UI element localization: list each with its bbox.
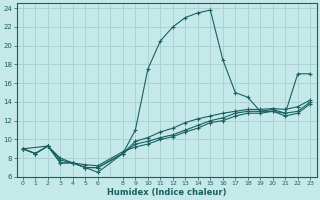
X-axis label: Humidex (Indice chaleur): Humidex (Indice chaleur) xyxy=(107,188,226,197)
